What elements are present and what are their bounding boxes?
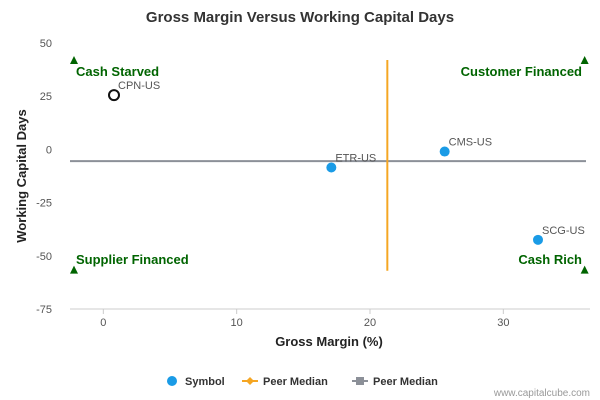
- corner-triangle-marker: [580, 265, 589, 274]
- corner-triangle-marker: [70, 265, 78, 274]
- y-tick-label: -25: [36, 198, 52, 210]
- x-axis-title: Gross Margin (%): [275, 334, 383, 349]
- x-tick-label: 30: [497, 317, 509, 329]
- data-point-label: CMS-US: [449, 137, 492, 149]
- data-point-label: CPN-US: [118, 80, 160, 92]
- plot-area: 0 10 20 30 50 25 0 -25 -50 -75 Cash Starved Custome…: [36, 38, 590, 329]
- data-point-marker: [326, 162, 337, 173]
- quadrant-label: Cash Starved: [76, 64, 159, 79]
- quadrant-label: Cash Rich: [518, 252, 582, 267]
- data-point-marker: [533, 234, 543, 245]
- legend-square-marker: [356, 377, 364, 385]
- y-tick-label: 25: [40, 91, 52, 103]
- legend-label: Peer Median: [373, 376, 438, 388]
- credit-text: www.capitalcube.com: [493, 388, 590, 399]
- quadrant-label: Customer Financed: [461, 64, 582, 79]
- x-tick-label: 10: [231, 317, 243, 329]
- data-point-marker: [439, 146, 450, 157]
- data-point-label: SCG-US: [542, 225, 585, 237]
- data-point-marker: [108, 89, 120, 102]
- legend-diamond-marker: [246, 377, 254, 385]
- corner-triangle-marker: [70, 56, 78, 65]
- x-tick-label: 0: [100, 317, 106, 329]
- chart-title: Gross Margin Versus Working Capital Days: [146, 9, 454, 26]
- y-tick-label: -75: [36, 304, 52, 316]
- corner-triangle-marker: [580, 56, 589, 65]
- y-tick-label: -50: [36, 251, 52, 263]
- y-tick-label: 50: [40, 38, 52, 50]
- y-axis-title: Working Capital Days: [14, 109, 29, 242]
- x-tick-label: 20: [364, 317, 376, 329]
- legend-label: Peer Median: [263, 376, 328, 388]
- legend: Symbol Peer Median Peer Median: [167, 376, 438, 388]
- legend-symbol-marker: [167, 376, 177, 386]
- y-tick-label: 0: [46, 144, 52, 156]
- data-point-label: ETR-US: [335, 152, 376, 164]
- quadrant-label: Supplier Financed: [76, 252, 189, 267]
- legend-label: Symbol: [185, 376, 225, 388]
